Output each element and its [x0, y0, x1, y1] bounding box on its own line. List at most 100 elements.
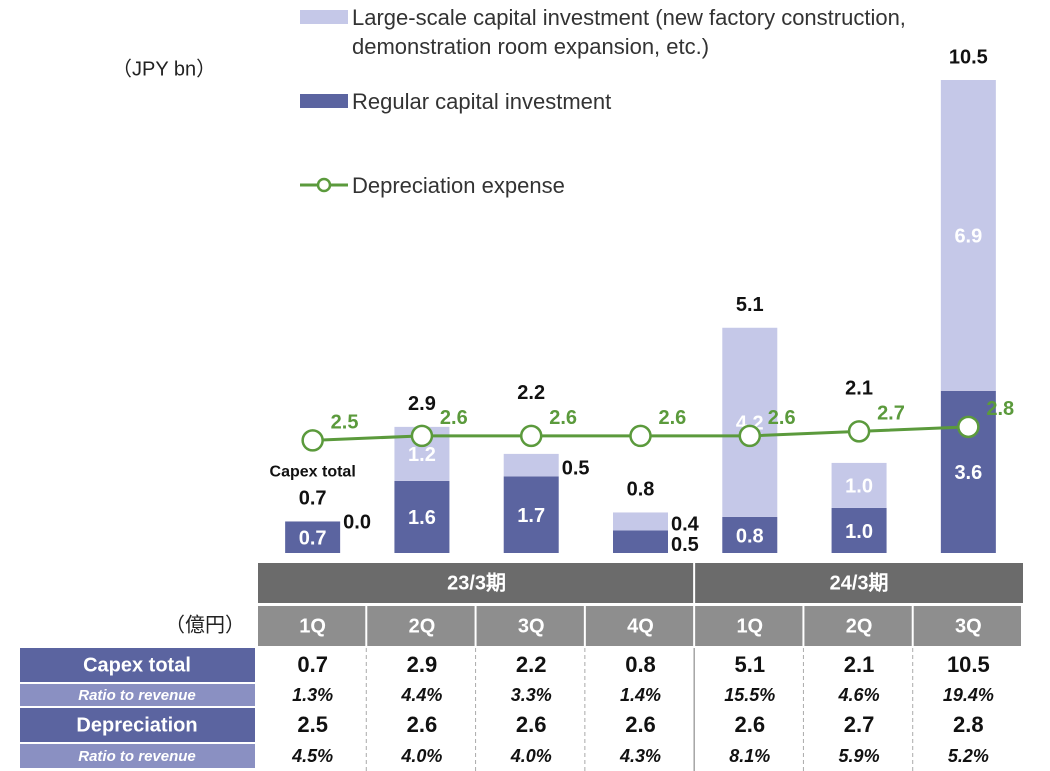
row-label-cell: [20, 744, 255, 768]
bar-value-label: 0.8: [736, 525, 764, 547]
row-label-cell: [20, 648, 255, 682]
total-annotation: Capex total: [270, 464, 356, 481]
line-value-label: 2.8: [986, 398, 1014, 420]
bar-value-label: 0.5: [671, 534, 699, 556]
table-cell: 8.1%: [729, 746, 770, 766]
table-cell: 2.6: [516, 712, 547, 737]
legend-label: Regular capital investment: [352, 89, 612, 114]
table-cell: 2.6: [734, 712, 765, 737]
table-cell: 10.5: [947, 652, 990, 677]
total-label: 2.9: [408, 393, 436, 415]
table-cell: 15.5%: [724, 685, 775, 705]
period-label: 24/3期: [830, 571, 889, 594]
line-value-label: 2.6: [440, 407, 468, 429]
bar-segment: [394, 480, 450, 553]
quarter-label: 1Q: [736, 615, 763, 637]
bar-value-label: 3.6: [954, 462, 982, 484]
legend-label: Depreciation expense: [352, 173, 565, 198]
period-label: 23/3期: [447, 571, 506, 594]
quarter-header: [804, 606, 912, 646]
table-cell: 0.7: [297, 652, 328, 677]
quarter-header: [695, 606, 803, 646]
bar-segment: [285, 521, 341, 553]
bar-value-label: 6.9: [954, 226, 982, 248]
bar-segment: [503, 453, 559, 477]
quarter-label: 4Q: [627, 615, 654, 637]
table-cell: 2.7: [844, 712, 875, 737]
row-label-cell: [20, 708, 255, 742]
table-cell: 4.4%: [400, 685, 442, 705]
unit-label: （JPY bn）: [112, 57, 216, 80]
line-marker: [301, 429, 324, 452]
table-cell: 2.8: [953, 712, 984, 737]
table-cell: 4.0%: [510, 746, 552, 766]
total-label: 0.8: [627, 479, 655, 501]
total-label: 2.1: [845, 378, 873, 400]
table-unit: （億円）: [165, 613, 245, 636]
table-cell: 19.4%: [943, 685, 994, 705]
row-label: Depreciation: [76, 714, 197, 736]
row-label: Capex total: [83, 654, 191, 676]
line-marker: [410, 424, 434, 448]
quarter-label: 2Q: [409, 615, 436, 637]
total-label: 0.7: [299, 488, 327, 510]
legend-marker: [316, 177, 332, 193]
table-cell: 4.5%: [291, 746, 333, 766]
quarter-label: 3Q: [955, 615, 982, 637]
table-cell: 1.3%: [292, 685, 333, 705]
bar-segment: [722, 516, 778, 553]
legend-swatch: [300, 10, 348, 24]
quarter-label: 3Q: [518, 615, 545, 637]
bar-segment: [613, 512, 668, 531]
table-cell: 2.5: [297, 712, 328, 737]
table-cell: 2.9: [407, 652, 438, 677]
bar-value-label: 0.5: [562, 457, 590, 479]
total-label: 5.1: [736, 294, 764, 316]
bar-segment: [613, 530, 668, 553]
row-label: Ratio to revenue: [78, 687, 196, 704]
bar-value-label: 1.2: [408, 444, 436, 466]
bar-value-label: 1.0: [845, 476, 873, 498]
table-cell: 4.6%: [838, 685, 880, 705]
legend-swatch: [300, 94, 348, 108]
bar-segment: [503, 476, 559, 553]
table-cell: 2.2: [516, 652, 547, 677]
quarter-label: 2Q: [846, 615, 873, 637]
table-cell: 2.1: [844, 652, 875, 677]
period-header: [258, 563, 694, 603]
bar-segment: [831, 507, 887, 553]
line-value-label: 2.5: [331, 412, 359, 434]
bar-segment: [722, 327, 778, 517]
line-marker: [629, 424, 652, 448]
quarter-header: [258, 606, 366, 646]
quarter-header: [476, 606, 584, 646]
total-label: 10.5: [949, 46, 988, 68]
bar-segment: [940, 80, 996, 391]
table-cell: 2.6: [407, 712, 438, 737]
table-cell: 5.1: [734, 652, 765, 677]
quarter-label: 1Q: [299, 615, 326, 637]
row-label: Ratio to revenue: [78, 748, 196, 765]
bar-value-label: 0.0: [343, 512, 371, 534]
row-label-cell: [20, 684, 255, 706]
quarter-header: [367, 606, 475, 646]
line-value-label: 2.6: [549, 407, 577, 429]
quarter-header: [913, 606, 1021, 646]
legend-label: Large-scale capital investment (new fact…: [352, 5, 906, 59]
table-cell: 3.3%: [511, 685, 552, 705]
line-marker: [519, 424, 543, 448]
period-header: [695, 563, 1023, 603]
line-value-label: 2.6: [659, 407, 687, 429]
bar-segment: [831, 462, 887, 508]
line-marker: [738, 424, 762, 448]
bar-value-label: 0.4: [671, 514, 700, 536]
total-label: 2.2: [517, 382, 545, 404]
table-cell: 1.4%: [620, 685, 661, 705]
bar-value-label: 1.6: [408, 507, 436, 529]
line-marker: [847, 420, 871, 443]
bar-value-label: 1.7: [517, 505, 545, 527]
line-value-label: 2.6: [768, 407, 796, 429]
bar-value-label: 0.7: [299, 528, 327, 550]
table-cell: 5.9%: [839, 746, 880, 766]
